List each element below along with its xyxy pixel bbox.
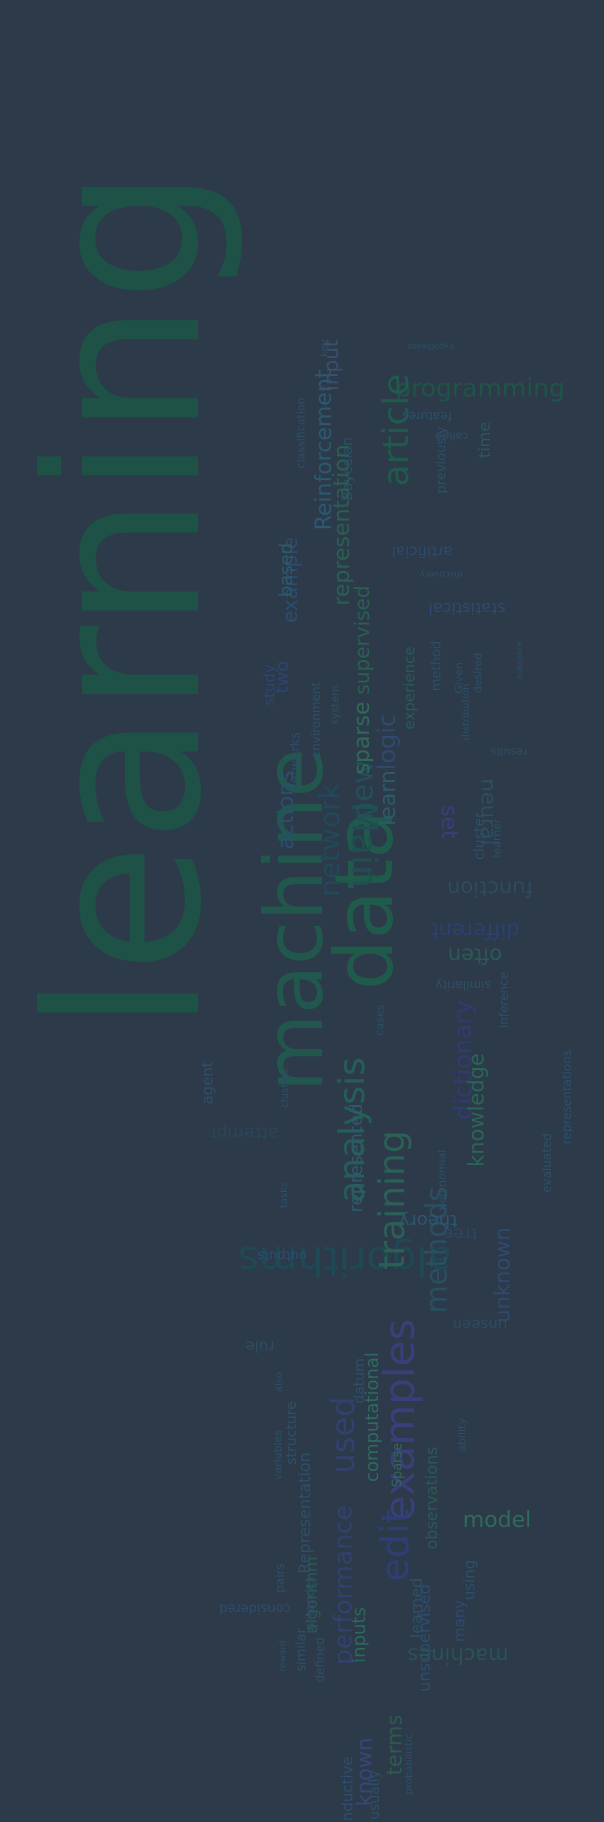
word-terms: terms bbox=[382, 1714, 407, 1776]
word-often: often bbox=[447, 943, 503, 968]
word-sparse: sparse bbox=[350, 701, 375, 775]
word-rule: rule bbox=[245, 1337, 275, 1356]
word-supervised: supervised bbox=[350, 585, 374, 695]
word-article: article bbox=[376, 373, 417, 487]
word-learned: learned bbox=[407, 1577, 426, 1639]
word-cluster: cluster bbox=[472, 812, 488, 860]
word-learner: learner bbox=[490, 818, 504, 858]
word-function: function bbox=[447, 876, 533, 901]
word-also: also bbox=[274, 1371, 285, 1393]
word-agent: agent bbox=[198, 1061, 217, 1105]
word-different: different bbox=[430, 918, 520, 943]
word-considered: considered bbox=[219, 1600, 291, 1616]
word-evaluated: evaluated bbox=[540, 1133, 554, 1193]
word-sparse-capital: Sparse bbox=[390, 1442, 406, 1488]
word-attempt: attempt bbox=[209, 1122, 279, 1143]
word-classification: classification bbox=[294, 397, 308, 469]
word-inductive: Inductive bbox=[338, 1756, 357, 1822]
word-inputs: inputs bbox=[349, 1607, 370, 1663]
word-tree: tree bbox=[442, 1223, 478, 1244]
word-many: many bbox=[450, 1599, 469, 1643]
word-edit: edit bbox=[373, 1508, 417, 1582]
word-defined: defined bbox=[313, 1637, 327, 1683]
word-based: based bbox=[276, 542, 297, 598]
word-set: set bbox=[436, 805, 461, 839]
word-networks: networks bbox=[288, 732, 304, 792]
word-environment: environment bbox=[309, 681, 323, 759]
word-results: results bbox=[490, 745, 528, 759]
word-knowledge: knowledge bbox=[464, 1053, 489, 1167]
word-system: system bbox=[328, 685, 342, 725]
word-logic: logic bbox=[373, 713, 401, 771]
word-datum: datum bbox=[352, 1358, 368, 1404]
word-similarity: similarity bbox=[435, 978, 491, 992]
word-using: using bbox=[460, 1559, 479, 1601]
word-reward: reward bbox=[278, 1640, 289, 1672]
word-training: training bbox=[372, 1130, 413, 1270]
word-probabilistic: probabilistic bbox=[404, 1733, 415, 1795]
word-statistical: statistical bbox=[428, 599, 506, 618]
word-variables: variables bbox=[271, 1429, 285, 1481]
word-similar: similar bbox=[294, 1628, 310, 1672]
word-learning: learning bbox=[1, 167, 248, 1033]
word-inference: inference bbox=[497, 971, 511, 1029]
word-features: features bbox=[402, 409, 452, 423]
word-reinforcement: Reinforcement bbox=[312, 369, 337, 531]
word-artificial: artificial bbox=[391, 542, 453, 561]
word-distribution: distribution bbox=[461, 683, 472, 741]
word-observations: observations bbox=[422, 1446, 441, 1550]
word-polynomial: polynomial bbox=[435, 1149, 449, 1211]
word-study: study bbox=[260, 664, 279, 706]
word-unknown: unknown bbox=[490, 1227, 515, 1323]
word-pairs: pairs bbox=[273, 1563, 287, 1593]
word-ability: ability bbox=[455, 1418, 469, 1452]
word-usually: usually bbox=[367, 1770, 383, 1820]
word-hypotheses: hypotheses bbox=[407, 342, 455, 351]
word-structure: structure bbox=[284, 1401, 300, 1465]
word-learn: learn bbox=[376, 770, 401, 826]
word-network: network bbox=[313, 783, 346, 897]
word-discovery: discovery bbox=[419, 568, 463, 579]
word-experience: experience bbox=[400, 646, 419, 730]
word-called: called bbox=[435, 429, 469, 443]
word-subspace: subspace bbox=[515, 641, 524, 679]
word-key: key bbox=[319, 339, 330, 357]
word-clusters: clusters bbox=[280, 1068, 291, 1108]
word-representations: representations bbox=[560, 1049, 574, 1145]
word-method: method bbox=[429, 640, 445, 692]
word-model: model bbox=[462, 1508, 532, 1533]
word-unseen: unseen bbox=[452, 1315, 508, 1334]
word-used: used bbox=[324, 1396, 362, 1474]
word-outputs: outputs bbox=[257, 1247, 307, 1263]
word-programming: programming bbox=[395, 373, 565, 403]
word-time: time bbox=[475, 421, 494, 459]
word-desired: desired bbox=[471, 652, 485, 694]
word-represented: represented bbox=[346, 1103, 367, 1213]
word-bayesian: Bayesian bbox=[340, 437, 356, 501]
word-tasks: tasks bbox=[279, 1181, 290, 1209]
word-cases: cases bbox=[373, 1004, 387, 1036]
word-examples: examples bbox=[375, 1318, 424, 1522]
word-instances: instances bbox=[303, 1576, 317, 1634]
